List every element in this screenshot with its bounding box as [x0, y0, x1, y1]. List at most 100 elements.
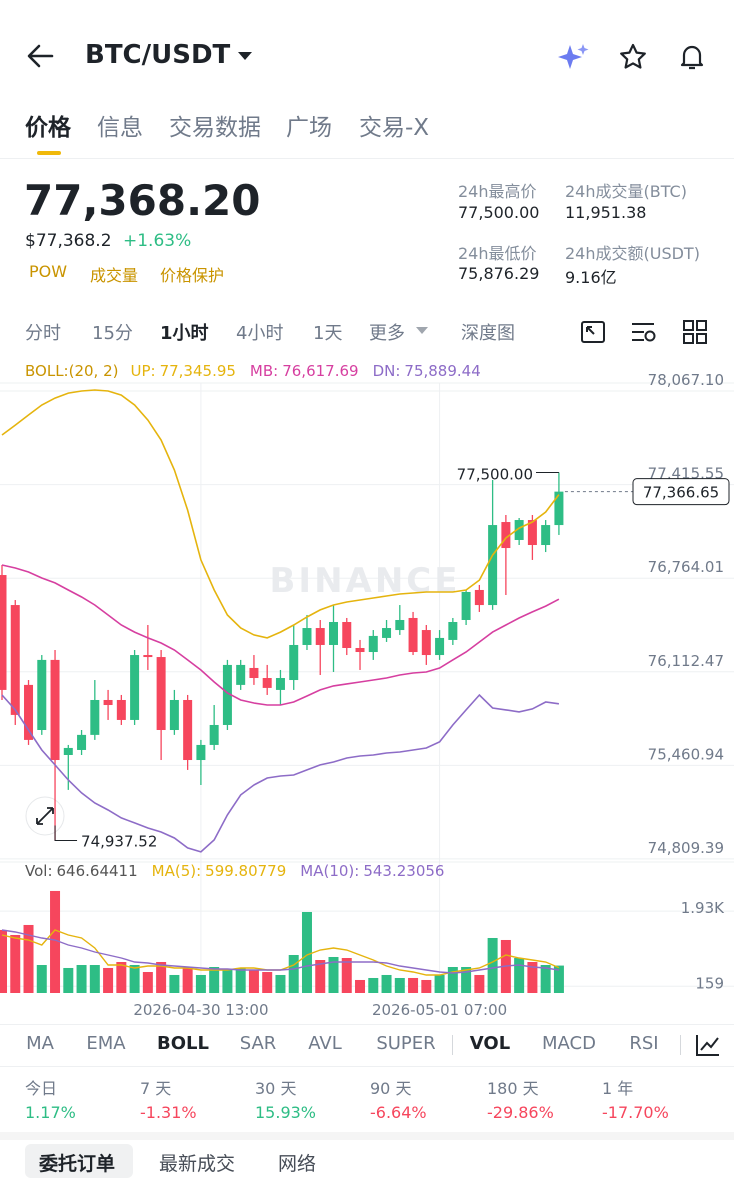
volume-bar	[461, 967, 472, 993]
indicator-active[interactable]: VOL	[469, 1033, 511, 1054]
tab[interactable]: 交易数据	[169, 115, 261, 141]
legend-value: 77,345.95	[159, 362, 236, 380]
interval[interactable]: 1天	[313, 323, 343, 344]
volume-bar	[89, 965, 100, 993]
period-label: 30 天	[255, 1079, 297, 1098]
indicator[interactable]: AVL	[308, 1033, 342, 1054]
pair-dropdown[interactable]	[236, 50, 254, 62]
layout-icon[interactable]	[682, 320, 708, 344]
interval[interactable]: 分时	[25, 323, 61, 344]
legend-value: 76,617.69	[282, 362, 359, 380]
period-change: 1.17%	[25, 1103, 76, 1122]
candle-body	[169, 699, 179, 731]
back-button[interactable]	[26, 42, 56, 70]
candle-body	[541, 525, 551, 546]
interval[interactable]: 更多	[369, 323, 405, 344]
bottom-tab[interactable]: 最新成交	[159, 1153, 236, 1175]
indicator[interactable]: MACD	[542, 1033, 596, 1054]
volume-bar	[514, 958, 525, 993]
tab[interactable]: 广场	[286, 115, 332, 141]
period-change: 15.93%	[255, 1103, 317, 1122]
pair-title[interactable]: BTC/USDT	[85, 40, 231, 70]
volume-bar	[142, 972, 153, 993]
tag[interactable]: 价格保护	[160, 266, 225, 285]
interval[interactable]: 4小时	[236, 323, 284, 344]
notification-button[interactable]	[677, 42, 707, 72]
tab-pill	[25, 1144, 133, 1178]
stat-value: 75,876.29	[458, 264, 540, 283]
stat-label: 24h成交额(USDT)	[565, 244, 700, 263]
volume-bar	[209, 967, 220, 993]
candle-body	[514, 520, 524, 540]
volume-bar	[553, 965, 564, 993]
candle-body	[408, 617, 418, 653]
candle-body	[488, 525, 498, 606]
favorite-button[interactable]	[618, 42, 648, 72]
volume-bar	[394, 977, 405, 993]
indicator[interactable]: MA	[26, 1033, 54, 1054]
candle-body	[289, 644, 299, 681]
volume-bar	[328, 956, 339, 993]
volume-bar	[275, 974, 286, 993]
candle-body	[435, 637, 445, 656]
y-tick-label: 77,415.55	[648, 465, 724, 483]
candle-body	[527, 520, 537, 546]
interval-active[interactable]: 1小时	[160, 323, 209, 344]
candle-body	[421, 630, 431, 656]
candle-body	[275, 678, 285, 690]
boll-line	[1, 693, 560, 853]
indicator-setting-icon[interactable]	[630, 320, 658, 344]
candle-body	[448, 621, 458, 640]
candle-body	[63, 747, 73, 755]
bottom-tab-active[interactable]: 委托订单	[39, 1153, 116, 1175]
y-tick-label: 159	[695, 974, 724, 992]
candle-body	[262, 678, 272, 688]
volume-bar	[368, 977, 379, 993]
candle-body	[130, 655, 140, 720]
legend-value: 646.64411	[56, 862, 138, 880]
interval[interactable]: 深度图	[461, 323, 515, 344]
candle-body	[461, 591, 471, 620]
divider	[0, 1024, 734, 1025]
legend-name: MA(10)	[300, 862, 359, 880]
bottom-tab[interactable]: 网络	[278, 1153, 317, 1175]
indicator[interactable]: EMA	[86, 1033, 126, 1054]
volume-bar	[169, 974, 180, 993]
volume-bar	[23, 924, 34, 993]
tab[interactable]: 信息	[97, 115, 143, 141]
tab[interactable]: 交易-X	[359, 115, 430, 141]
candle-body	[382, 628, 392, 638]
volume-bar	[301, 911, 312, 993]
volume-bar	[487, 937, 498, 993]
y-tick-label: 76,764.01	[648, 558, 724, 576]
boll-legend: BOLL:(20, 2) UP77,345.95 MB76,617.69 DN75,8…	[25, 362, 495, 380]
volume-bar	[381, 974, 392, 993]
period-change: -17.70%	[602, 1103, 669, 1122]
candle-body	[355, 647, 365, 653]
y-tick-label: 74,809.39	[648, 839, 724, 857]
candle-body	[77, 734, 87, 750]
period-change: -1.31%	[140, 1103, 197, 1122]
tab-active[interactable]: 价格	[25, 115, 71, 141]
indicator-active[interactable]: BOLL	[157, 1033, 209, 1054]
x-tick-label: 2026-05-01 07:00	[372, 1001, 507, 1019]
ai-icon[interactable]	[556, 42, 592, 72]
volume-bar	[116, 961, 127, 993]
indicator[interactable]: SUPER	[376, 1033, 436, 1054]
tag[interactable]: 成交量	[90, 266, 139, 285]
indicator[interactable]: RSI	[629, 1033, 659, 1054]
interval[interactable]: 15分	[92, 323, 133, 344]
candle-body	[183, 699, 193, 761]
tag[interactable]: POW	[29, 262, 68, 281]
legend-title: BOLL:(20, 2)	[25, 362, 119, 380]
period-label: 180 天	[487, 1079, 539, 1098]
indicator[interactable]: SAR	[239, 1033, 277, 1054]
volume-bar	[36, 965, 47, 993]
indicator-edit-icon[interactable]	[695, 1033, 721, 1057]
candle-body	[24, 684, 34, 740]
chart-setting-icon[interactable]	[580, 320, 606, 344]
volume-bar	[76, 965, 87, 993]
last-price-label: 77,366.65	[643, 484, 719, 502]
stat-label: 24h成交量(BTC)	[565, 182, 687, 201]
